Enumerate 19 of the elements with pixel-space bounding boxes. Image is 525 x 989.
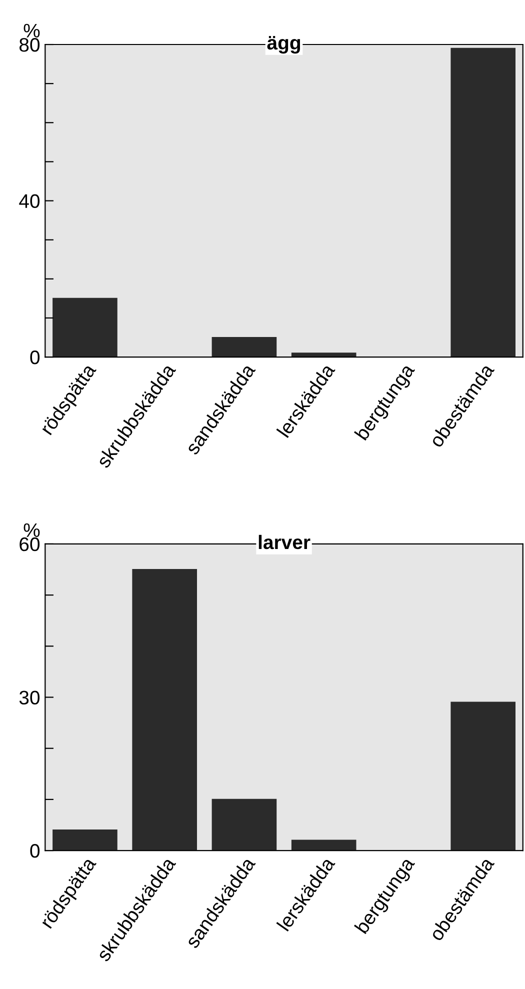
bar [132,568,197,851]
chart-title: larver [258,534,310,550]
bar [450,48,516,358]
chart-title: ägg [267,36,300,54]
y-tick-label: 80 [20,38,40,52]
y-tick-label: 0 [30,350,40,364]
bar [291,352,356,358]
y-tick-label: 0 [30,844,40,858]
y-tick-label: 60 [20,537,40,552]
bar [52,830,118,851]
bar [52,298,118,358]
bar [450,702,516,851]
bar [212,798,277,851]
y-axis-title: % [24,24,40,38]
bar [212,336,277,358]
y-tick-label: 40 [19,194,40,208]
bar [291,840,356,851]
y-axis-title: % [24,523,40,537]
y-tick-label: 30 [19,690,40,704]
